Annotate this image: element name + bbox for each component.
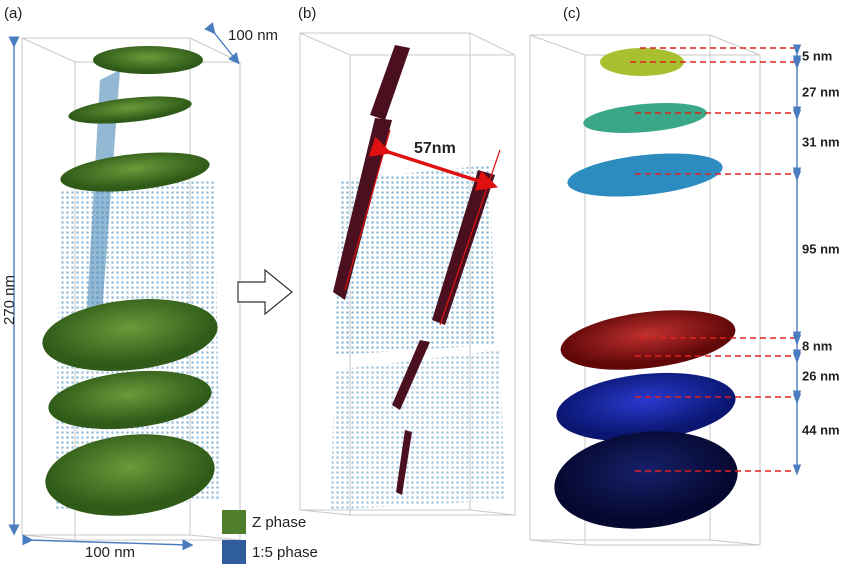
panel-c: (c) 5 nm 27 nm 31 nm 95 nm 8 nm 26 nm 44… <box>529 5 840 546</box>
precipitate <box>567 153 723 197</box>
transition-arrow <box>237 268 293 316</box>
phase-sheet <box>330 350 505 510</box>
precipitate <box>556 372 736 442</box>
legend-label: Z phase <box>252 514 306 531</box>
z-phase <box>93 46 203 74</box>
spacing-label: 31 nm <box>802 134 840 149</box>
spacing-label: 44 nm <box>802 422 840 437</box>
z-phase <box>48 370 212 430</box>
phase-sheet <box>335 165 495 355</box>
precipitate <box>583 103 707 133</box>
spacing-label: 5 nm <box>802 48 832 63</box>
spacing-label: 95 nm <box>802 241 840 256</box>
panel-label: (a) <box>4 5 22 22</box>
spacing-guides <box>630 47 797 472</box>
z-phase <box>45 434 215 516</box>
panel-label: (c) <box>563 5 581 22</box>
legend: Z phase 1:5 phase <box>222 510 318 564</box>
streak <box>396 430 412 495</box>
panel-b: (b) 57nm <box>298 5 516 516</box>
spacing-arrow <box>368 136 498 191</box>
dimension-label: 100 nm <box>228 27 278 44</box>
z-phase <box>42 298 218 372</box>
precipitate <box>554 431 738 529</box>
legend-swatch <box>222 540 246 564</box>
streak <box>370 45 410 120</box>
dimension-label: 100 nm <box>85 544 135 561</box>
z-phase <box>68 96 192 124</box>
legend-label: 1:5 phase <box>252 544 318 561</box>
legend-swatch <box>222 510 246 534</box>
dimension-line <box>22 534 194 551</box>
panel-a: (a) 100 nm 270 nm 100 nm <box>1 5 278 561</box>
z-phase <box>60 152 210 192</box>
spacing-label: 8 nm <box>802 338 832 353</box>
phase-sheet <box>85 70 120 345</box>
spacing-label: 27 nm <box>802 84 840 99</box>
dimension-line <box>204 22 240 65</box>
spacing-label: 57nm <box>414 140 456 157</box>
box-outline <box>529 34 761 546</box>
spacing-label: 26 nm <box>802 368 840 383</box>
dimension-label: 270 nm <box>1 275 18 325</box>
streak <box>392 340 430 410</box>
panel-label: (b) <box>298 5 316 22</box>
precipitate <box>560 310 736 370</box>
